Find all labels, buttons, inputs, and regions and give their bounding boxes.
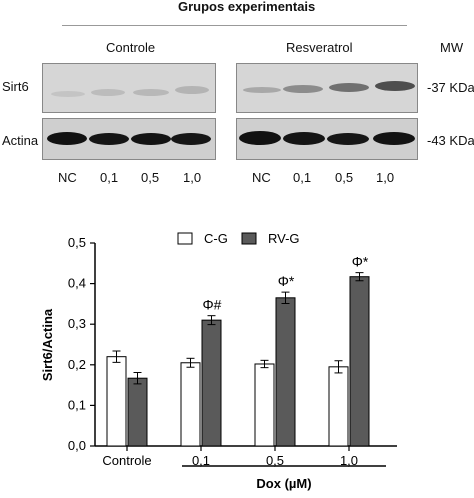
y-tick-label: 0,1 <box>68 397 86 412</box>
legend-label-rv-g: RV-G <box>268 231 300 246</box>
blot-actina-controle <box>42 118 216 160</box>
bar-c-g <box>106 356 127 447</box>
x-tick-label: 1,0 <box>340 453 358 468</box>
row-label-sirt6: Sirt6 <box>2 79 29 94</box>
blot-sirt6-controle <box>42 63 216 113</box>
bar-rv-g <box>275 297 296 447</box>
blot-sirt6-resveratrol <box>236 63 418 113</box>
lane-label: 0,1 <box>100 170 119 185</box>
group-label-controle: Controle <box>106 40 156 55</box>
lane-label: NC <box>58 170 77 185</box>
bar-rv-g <box>127 377 148 447</box>
bar-c-g <box>254 363 275 447</box>
x-tick-label: 0,1 <box>192 453 210 468</box>
row-label-actina: Actina <box>2 133 39 148</box>
legend-label-c-g: C-G <box>204 231 228 246</box>
y-tick-label: 0,0 <box>68 438 86 453</box>
lane-label: 1,0 <box>376 170 395 185</box>
significance-label: Φ* <box>352 254 369 270</box>
mw-actina: -43 KDa <box>427 133 474 148</box>
y-tick-label: 0,3 <box>68 316 86 331</box>
legend-swatch-c-g <box>177 232 193 245</box>
x-axis-label: Dox (µM) <box>256 476 311 491</box>
legend-swatch-rv-g <box>241 232 257 245</box>
mw-label: MW <box>440 40 464 55</box>
blot-actina-resveratrol <box>236 118 418 160</box>
x-tick-label: 0,5 <box>266 453 284 468</box>
mw-sirt6: -37 KDa <box>427 80 474 95</box>
significance-label: Φ* <box>278 273 295 289</box>
legend: C-G RV-G <box>177 231 300 246</box>
y-tick-label: 0,5 <box>68 235 86 250</box>
lane-label: 1,0 <box>183 170 202 185</box>
lane-label: NC <box>252 170 271 185</box>
x-tick-label: Controle <box>102 453 151 468</box>
panel-title: Grupos experimentais <box>178 0 316 14</box>
y-tick-label: 0,2 <box>68 357 86 372</box>
y-axis-label: Sirt6/Actina <box>40 308 55 381</box>
lane-label: 0,5 <box>335 170 354 185</box>
y-tick-label: 0,4 <box>68 276 86 291</box>
significance-label: Φ# <box>203 297 222 313</box>
group-label-resveratrol: Resveratrol <box>286 40 353 55</box>
lane-label: 0,1 <box>293 170 312 185</box>
title-underline <box>62 25 407 26</box>
lane-label: 0,5 <box>141 170 160 185</box>
bar-c-g <box>328 366 349 447</box>
bar-rv-g <box>349 276 370 447</box>
bar-c-g <box>180 362 201 447</box>
bar-rv-g <box>201 319 222 447</box>
